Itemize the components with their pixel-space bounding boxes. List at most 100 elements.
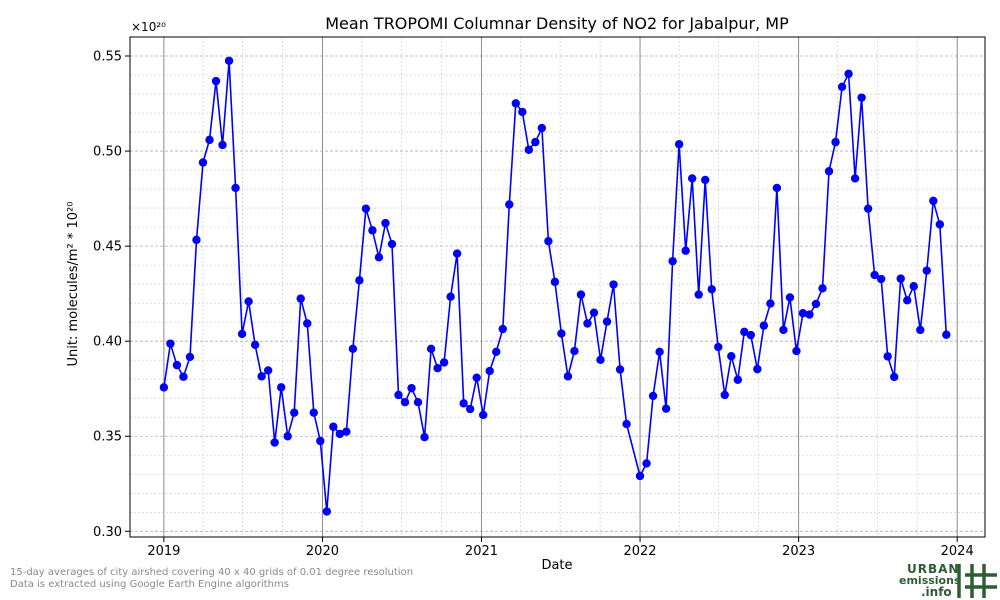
data-point	[374, 253, 384, 262]
data-point	[903, 296, 912, 305]
data-point	[648, 391, 658, 401]
axes: 2019 2020 2021 2022 2023 2024 0.30 0.35 0.40 0.45…	[93, 36, 986, 559]
urban-emissions-logo: URBAN emissions .info	[895, 560, 1000, 600]
data-point	[205, 135, 214, 145]
data-point	[439, 358, 449, 367]
data-point	[172, 360, 182, 370]
data-point	[257, 372, 266, 381]
data-point	[192, 235, 201, 245]
footnote-resolution: 15-day averages of city airshed covering…	[10, 567, 414, 578]
data-point	[550, 277, 560, 287]
data-point	[850, 174, 860, 183]
data-point	[237, 329, 247, 339]
data-point	[485, 366, 494, 376]
data-point	[701, 175, 710, 185]
data-point	[746, 330, 756, 340]
y-tick-label: 0.35	[93, 430, 122, 445]
data-point	[792, 346, 801, 356]
data-point	[563, 372, 573, 381]
data-point	[785, 293, 795, 302]
x-tick-label: 2024	[941, 544, 974, 559]
data-point	[231, 183, 240, 193]
data-point	[283, 432, 292, 441]
data-point	[166, 339, 175, 348]
data-point	[727, 352, 736, 361]
data-point	[557, 329, 566, 338]
data-point	[387, 239, 397, 249]
data-point	[355, 276, 364, 285]
data-point	[818, 284, 827, 293]
data-point	[185, 352, 195, 362]
data-point	[218, 140, 227, 150]
logo-word-emissions: emissions	[899, 574, 961, 587]
data-point	[922, 266, 931, 275]
data-point	[524, 145, 534, 154]
data-point	[615, 365, 625, 374]
data-point	[714, 342, 723, 352]
data-point	[263, 366, 273, 375]
x-axis-label: Date	[541, 558, 572, 573]
data-point	[583, 319, 592, 328]
data-point	[766, 299, 775, 308]
data-point	[211, 76, 221, 86]
data-point	[433, 363, 442, 373]
data-point	[400, 398, 410, 407]
data-point	[837, 82, 847, 92]
data-point	[942, 330, 951, 339]
data-point	[635, 471, 645, 481]
data-point	[452, 249, 462, 258]
data-point	[426, 344, 436, 353]
y-axis-multiplier: ×10²⁰	[131, 20, 166, 34]
data-point	[870, 270, 879, 280]
plot-frame	[129, 36, 986, 538]
data-point	[844, 69, 853, 79]
data-point	[224, 56, 234, 65]
data-point	[609, 280, 618, 289]
data-point	[518, 107, 527, 117]
data-point	[753, 364, 762, 374]
data-point	[368, 226, 377, 235]
data-point	[290, 408, 299, 417]
data-point	[511, 99, 520, 108]
x-tick-label: 2022	[623, 544, 656, 559]
y-tick-label: 0.40	[93, 335, 122, 350]
data-point	[740, 327, 749, 337]
data-point	[602, 317, 612, 326]
data-point	[707, 285, 716, 294]
data-point	[889, 372, 899, 382]
data-point	[589, 308, 599, 317]
data-point	[465, 404, 475, 414]
data-point	[622, 419, 631, 429]
data-point	[863, 204, 873, 213]
data-point	[687, 174, 697, 183]
data-point	[916, 325, 925, 335]
data-point	[831, 137, 840, 147]
data-point	[642, 459, 651, 468]
data-point	[303, 319, 312, 328]
data-point	[296, 294, 305, 303]
data-point	[407, 383, 416, 393]
grid	[130, 37, 985, 537]
data-point	[531, 137, 540, 147]
data-point	[446, 292, 455, 301]
logo-word-urban: URBAN	[907, 562, 960, 576]
x-tick-label: 2023	[782, 544, 815, 559]
data-point	[674, 140, 684, 149]
data-point	[896, 274, 905, 283]
series-no2	[159, 56, 951, 516]
data-point	[394, 390, 403, 400]
data-point	[857, 93, 866, 102]
data-point	[244, 297, 253, 306]
data-point	[329, 422, 338, 431]
data-point	[270, 438, 279, 447]
y-tick-label: 0.50	[93, 145, 122, 160]
data-point	[779, 325, 788, 335]
data-point	[498, 324, 507, 334]
data-point	[492, 347, 501, 357]
data-point	[276, 383, 286, 392]
data-point	[805, 310, 814, 319]
data-point	[798, 309, 808, 318]
data-point	[668, 256, 677, 266]
data-point	[381, 218, 390, 228]
data-point	[322, 507, 332, 516]
